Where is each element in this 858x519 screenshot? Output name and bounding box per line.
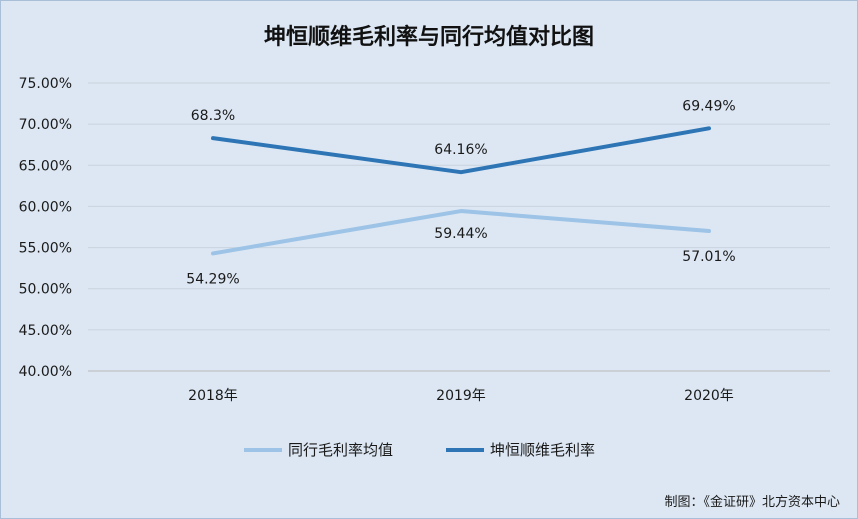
series-line — [211, 209, 711, 256]
series-line — [211, 126, 711, 175]
data-label: 59.44% — [434, 226, 487, 242]
data-label: 57.01% — [682, 249, 735, 265]
legend-label: 同行毛利率均值 — [288, 441, 393, 459]
data-label: 68.3% — [191, 108, 235, 124]
data-label: 69.49% — [682, 98, 735, 114]
y-axis-ticks: 40.00% 45.00% 50.00% 55.00% 60.00% 65.00% 70.0… — [19, 76, 72, 380]
y-tick-label: 40.00% — [19, 364, 72, 380]
y-tick-label: 65.00% — [19, 158, 72, 174]
y-tick-label: 45.00% — [19, 323, 72, 339]
data-label: 54.29% — [186, 271, 239, 287]
y-tick-label: 75.00% — [19, 76, 72, 92]
y-tick-label: 60.00% — [19, 199, 72, 215]
x-tick-label: 2019年 — [436, 388, 486, 404]
source-note: 制图：《金证研》北方资本中心 — [664, 494, 840, 510]
y-tick-label: 50.00% — [19, 282, 72, 298]
y-tick-label: 70.00% — [19, 117, 72, 133]
data-labels: 54.29% 59.44% 57.01% 68.3% 64.16% 69.49% — [186, 98, 735, 287]
chart-title: 坤恒顺维毛利率与同行均值对比图 — [264, 24, 594, 50]
legend-label: 坤恒顺维毛利率 — [490, 441, 595, 459]
series-lines — [211, 126, 711, 256]
y-tick-label: 55.00% — [19, 241, 72, 257]
x-axis-ticks: 2018年 2019年 2020年 — [188, 388, 734, 404]
legend: 同行毛利率均值 坤恒顺维毛利率 — [244, 441, 595, 459]
data-label: 64.16% — [434, 142, 487, 158]
gridlines — [88, 82, 830, 372]
x-tick-label: 2018年 — [188, 388, 238, 404]
x-tick-label: 2020年 — [684, 388, 734, 404]
